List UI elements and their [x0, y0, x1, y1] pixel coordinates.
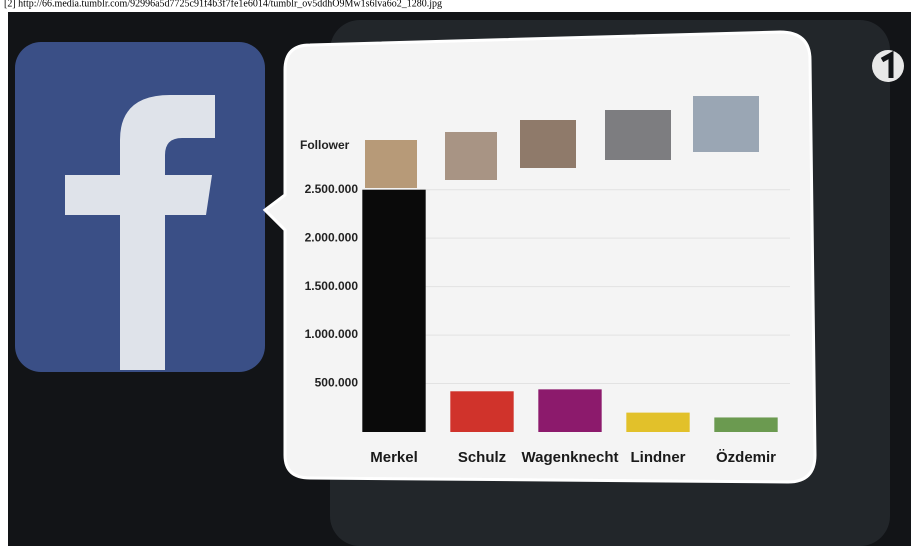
bar	[538, 389, 601, 432]
y-tick-label: 1.500.000	[305, 279, 359, 293]
bar	[626, 413, 689, 432]
photo	[605, 110, 671, 160]
x-tick-label: Lindner	[631, 449, 686, 466]
photo	[445, 132, 497, 180]
bar	[450, 391, 513, 432]
x-tick-label: Wagenknecht	[522, 449, 619, 466]
caption: [2] http://66.media.tumblr.com/92996a5d7…	[4, 0, 442, 9]
photo	[365, 140, 417, 188]
bar	[362, 190, 425, 432]
bar	[714, 417, 777, 432]
screenshot: [2] http://66.media.tumblr.com/92996a5d7…	[0, 0, 911, 546]
photo	[520, 120, 576, 168]
x-tick-label: Özdemir	[716, 449, 776, 466]
x-tick-label: Schulz	[458, 449, 506, 466]
y-tick-label: 2.500.000	[305, 182, 359, 196]
y-axis-label: Follower	[300, 138, 350, 152]
y-tick-label: 2.000.000	[305, 230, 359, 244]
y-tick-label: 1.000.000	[305, 327, 359, 341]
x-tick-label: Merkel	[370, 449, 418, 466]
photo	[693, 96, 759, 152]
y-tick-label: 500.000	[315, 376, 359, 390]
